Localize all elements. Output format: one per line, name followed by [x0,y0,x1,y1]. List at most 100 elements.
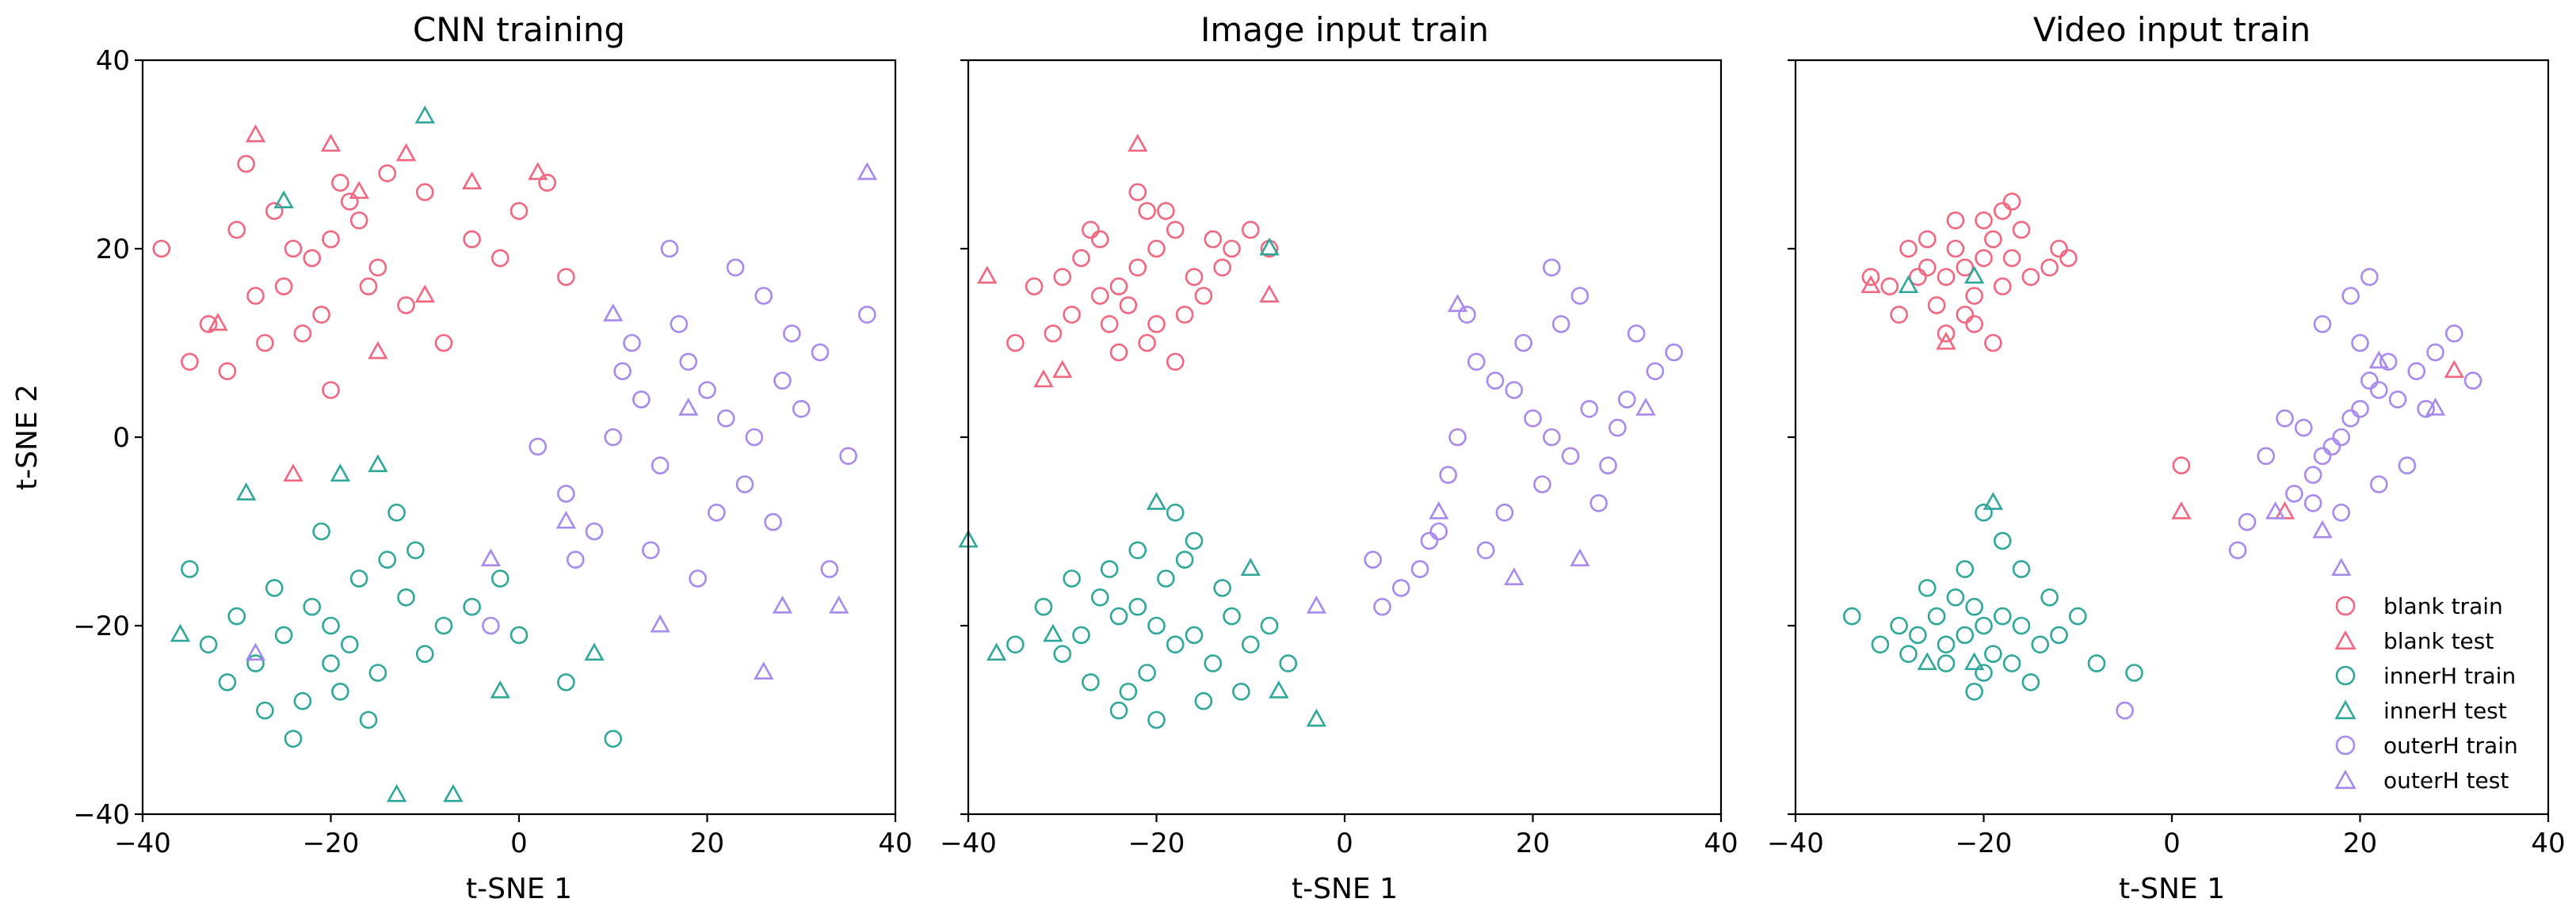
data-point [829,595,849,614]
data-point [312,522,330,541]
series-innerH-test [958,237,1327,727]
data-point [414,105,435,124]
data-point [397,296,415,314]
data-point [170,623,191,642]
data-point [650,614,670,633]
data-point [566,550,585,569]
legend-label: outerH test [2383,767,2509,794]
data-point [482,616,500,635]
data-point [303,249,322,268]
data-point [397,588,415,607]
data-point [2332,428,2351,447]
data-point [443,783,464,802]
data-point [2021,268,2040,287]
data-point [2369,475,2388,493]
data-point [2351,333,2369,352]
data-point [246,654,265,672]
y-tick-label: −40 [73,799,130,831]
x-tick-label: 20 [690,828,724,859]
data-point [2265,501,2286,520]
data-point [2171,501,2192,520]
data-point [1410,560,1429,578]
data-point [245,642,266,661]
data-point [2379,352,2398,371]
data-point [490,569,509,588]
data-point [1927,296,1946,314]
data-point [1185,626,1204,645]
data-point [415,645,434,664]
data-point [368,454,388,473]
data-point [284,239,303,258]
series-blank-train [152,154,575,399]
y-axis-label: t-SNE 2 [11,384,44,490]
data-point [1025,277,1044,295]
data-point [2444,324,2463,343]
data-point [1965,682,1983,701]
data-point [792,399,811,418]
data-point [2172,456,2191,475]
panel-1: −40−40 −20 −20 0 0 20 20 40 40 CNN training t-SNE … [11,10,913,905]
data-point [1213,258,1231,277]
data-point [2351,399,2369,418]
data-point [1937,635,1956,654]
data-point [1476,541,1495,560]
data-point [1505,381,1524,399]
data-point [1890,616,1908,635]
data-point [1963,265,1985,284]
x-tick-label: −40 [114,828,171,859]
series-innerH-test [1898,265,2004,671]
data-point [2388,390,2407,409]
data-point [1439,466,1457,484]
data-point [463,230,481,249]
data-point [387,503,406,522]
data-point [2398,456,2417,475]
y-tick-label: 0 [113,422,130,454]
data-point [2031,635,2050,654]
legend-label: outerH train [2383,733,2518,759]
data-point [726,258,745,277]
data-point [2040,258,2059,277]
data-point [208,312,228,331]
data-point [1128,597,1147,616]
data-point [1890,305,1908,324]
data-point [461,171,483,190]
data-point [2332,503,2351,522]
data-point [528,162,548,181]
data-point [181,560,199,578]
data-point [1589,493,1608,512]
series-outerH-train [2116,268,2483,720]
data-point [1034,597,1053,616]
data-point [1082,220,1100,239]
data-point [839,447,857,466]
data-point [1918,230,1937,249]
data-point [2276,409,2294,428]
data-point [1260,616,1279,635]
data-point [2002,654,2021,672]
data-point [1975,211,1993,230]
data-point [2238,512,2257,531]
data-point [1937,268,1956,287]
series-outerH-test [1306,294,1656,614]
data-point [331,682,349,701]
legend-triangle-marker [2334,699,2357,720]
data-point [1580,399,1599,418]
data-point [2021,673,2040,691]
data-point [1918,579,1937,597]
data-point [2426,343,2444,362]
data-point [1043,623,1063,642]
data-point [1448,428,1467,447]
data-point [1223,607,1241,626]
data-point [1956,258,1975,277]
data-point [603,303,624,322]
data-point [632,390,651,409]
data-point [1157,202,1175,220]
series-blank-test [1860,275,2464,520]
data-point [1204,654,1223,672]
data-point [227,220,246,239]
x-axis-label: t-SNE 1 [1292,873,1398,905]
data-point [557,485,575,503]
data-point [773,371,792,390]
data-point [2417,399,2435,418]
data-point [331,173,349,192]
